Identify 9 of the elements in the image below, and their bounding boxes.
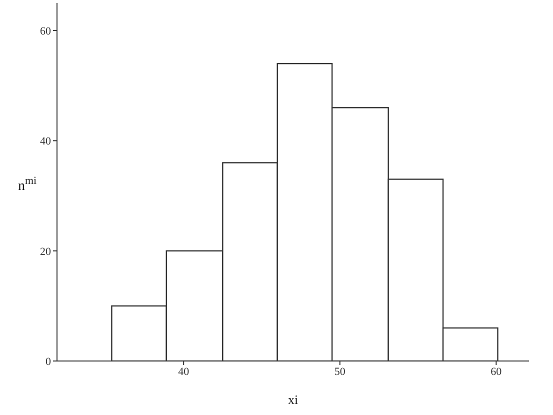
x-axis-title: xi	[288, 392, 298, 407]
y-tick-label: 0	[46, 356, 52, 368]
y-axis-title: n$^{mi}$	[18, 175, 37, 194]
x-tick-label: 50	[334, 366, 346, 378]
x-tick-label: 60	[490, 366, 502, 378]
y-tick-label: 20	[40, 246, 52, 258]
x-tick-label: 40	[178, 366, 190, 378]
y-tick-label: 40	[40, 136, 52, 148]
y-tick-label: 60	[40, 25, 52, 38]
